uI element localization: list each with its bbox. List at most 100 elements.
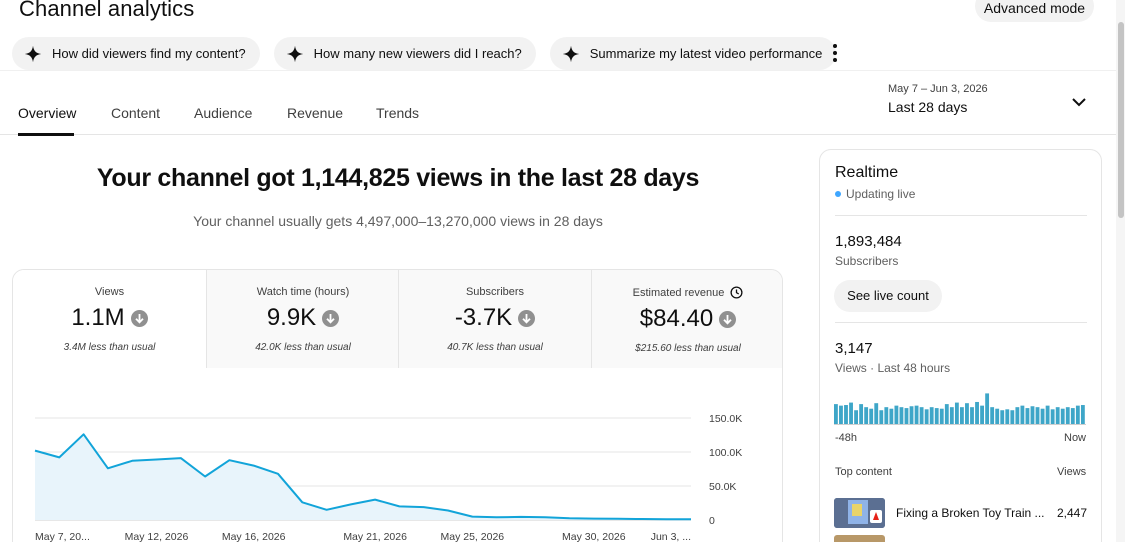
x-tick-label: May 21, 2026 (343, 531, 407, 542)
metric-views[interactable]: Views 1.1M 3.4M less than usual (13, 270, 206, 368)
realtime-bar[interactable] (975, 401, 979, 424)
metric-subscribers[interactable]: Subscribers -3.7K 40.7K less than usual (398, 270, 591, 368)
realtime-bar[interactable] (904, 408, 909, 424)
realtime-bar[interactable] (914, 405, 919, 424)
realtime-bar[interactable] (995, 408, 1000, 424)
realtime-bar[interactable] (934, 408, 939, 424)
realtime-bar[interactable] (1075, 405, 1080, 424)
realtime-bar[interactable] (854, 410, 858, 424)
chip-new-viewers[interactable]: How many new viewers did I reach? (273, 37, 536, 70)
realtime-subscribers-label: Subscribers (835, 254, 899, 268)
realtime-bar[interactable] (844, 405, 848, 424)
realtime-bar[interactable] (1010, 410, 1015, 424)
sparkle-icon (286, 45, 303, 62)
active-tab-indicator (18, 133, 74, 136)
realtime-bar[interactable] (879, 410, 884, 424)
realtime-card: Realtime Updating live 1,893,484 Subscri… (819, 149, 1102, 542)
realtime-bar[interactable] (1015, 407, 1020, 424)
arrow-down-circle-icon (130, 309, 148, 327)
realtime-bar[interactable] (1050, 409, 1055, 424)
realtime-bar[interactable] (834, 404, 838, 424)
metric-value: 9.9K (207, 304, 399, 332)
realtime-bar[interactable] (929, 407, 934, 424)
date-range-selector[interactable]: May 7 – Jun 3, 2026 Last 28 days (888, 83, 988, 115)
chip-viewers-find[interactable]: How did viewers find my content? (12, 37, 260, 70)
top-video-title[interactable]: Fixing a Broken Toy Train ... (896, 506, 1045, 520)
chevron-down-icon[interactable] (1070, 95, 1088, 109)
advanced-mode-button[interactable]: Advanced mode (975, 0, 1094, 22)
realtime-bar[interactable] (1065, 407, 1070, 424)
video-thumbnail (834, 498, 885, 528)
realtime-bar[interactable] (839, 405, 843, 424)
realtime-bar[interactable] (944, 404, 949, 424)
realtime-bar[interactable] (990, 407, 995, 424)
realtime-bar[interactable] (1040, 408, 1045, 424)
see-live-count-button[interactable]: See live count (834, 280, 942, 312)
realtime-bar[interactable] (909, 406, 914, 424)
realtime-bar[interactable] (1045, 405, 1050, 424)
realtime-bar[interactable] (1035, 407, 1040, 424)
realtime-bar[interactable] (949, 407, 954, 424)
realtime-bar[interactable] (859, 404, 864, 424)
x-tick-label: May 16, 2026 (222, 531, 286, 542)
scrollbar-track[interactable] (1116, 0, 1125, 542)
realtime-views-bar-chart[interactable] (834, 390, 1086, 426)
realtime-bar[interactable] (894, 405, 899, 424)
realtime-bar[interactable] (970, 407, 974, 424)
realtime-bar[interactable] (1070, 408, 1075, 424)
realtime-bar[interactable] (980, 405, 984, 424)
tab-revenue[interactable]: Revenue (287, 105, 344, 121)
tab-content[interactable]: Content (111, 105, 161, 121)
realtime-axis-end: Now (1064, 432, 1087, 444)
realtime-bar[interactable] (1020, 405, 1025, 424)
divider (835, 215, 1087, 216)
tab-audience[interactable]: Audience (194, 105, 253, 121)
x-tick-label: May 7, 20... (35, 531, 90, 542)
metric-estimated-revenue[interactable]: Estimated revenue $84.40 $215.60 less th… (591, 270, 782, 368)
realtime-bar[interactable] (960, 407, 964, 424)
scrollbar-thumb[interactable] (1118, 22, 1124, 218)
realtime-bar[interactable] (1025, 408, 1030, 424)
y-tick-label: 50.0K (709, 481, 736, 493)
realtime-bar[interactable] (1080, 405, 1085, 424)
realtime-bar[interactable] (899, 407, 904, 424)
views-chart[interactable]: 150.0K 100.0K 50.0K 0 May 7, 20... May 12, 20… (13, 270, 783, 542)
tab-trends[interactable]: Trends (376, 105, 420, 121)
views-series-line[interactable] (34, 433, 692, 521)
chip-summarize-video[interactable]: Summarize my latest video performance (549, 37, 837, 70)
realtime-bar[interactable] (849, 402, 853, 424)
summary-headline: Your channel got 1,144,825 views in the … (96, 164, 700, 192)
realtime-bar[interactable] (919, 407, 924, 424)
realtime-views-label: Views · Last 48 hours (835, 361, 951, 375)
metrics-card: Views 1.1M 3.4M less than usual Watch ti… (12, 269, 783, 542)
more-vert-icon[interactable] (826, 42, 844, 64)
realtime-bar[interactable] (939, 408, 944, 424)
metric-value: $84.40 (592, 305, 782, 333)
realtime-bar[interactable] (965, 403, 969, 424)
realtime-bar[interactable] (985, 393, 990, 424)
top-content-label: Top content (835, 466, 892, 478)
realtime-bar[interactable] (884, 407, 889, 424)
realtime-bar[interactable] (869, 408, 874, 424)
metric-note: 42.0K less than usual (255, 342, 351, 353)
tabs-bar: Overview Content Audience Revenue Trends (0, 70, 1116, 136)
realtime-bar[interactable] (924, 409, 929, 424)
realtime-bar[interactable] (1060, 408, 1065, 424)
realtime-bar[interactable] (874, 403, 879, 424)
tab-overview[interactable]: Overview (18, 105, 77, 121)
realtime-bar[interactable] (1030, 406, 1035, 424)
top-content-item[interactable]: Fixing a Broken Toy Train ... 2,447 (834, 498, 1090, 528)
realtime-axis-start: -48h (835, 432, 858, 444)
metric-watch-time[interactable]: Watch time (hours) 9.9K 42.0K less than … (206, 270, 399, 368)
realtime-bar[interactable] (1055, 407, 1060, 424)
realtime-subscribers-count: 1,893,484 (835, 233, 902, 250)
realtime-bar[interactable] (889, 408, 894, 424)
page-title: Channel analytics (19, 0, 195, 21)
realtime-views-count: 3,147 (835, 340, 873, 357)
realtime-bar[interactable] (1005, 409, 1010, 424)
realtime-bar[interactable] (1000, 410, 1005, 424)
date-range-dates: May 7 – Jun 3, 2026 (888, 83, 988, 95)
realtime-bar[interactable] (954, 402, 959, 424)
realtime-bar[interactable] (864, 407, 869, 424)
divider (835, 322, 1087, 323)
